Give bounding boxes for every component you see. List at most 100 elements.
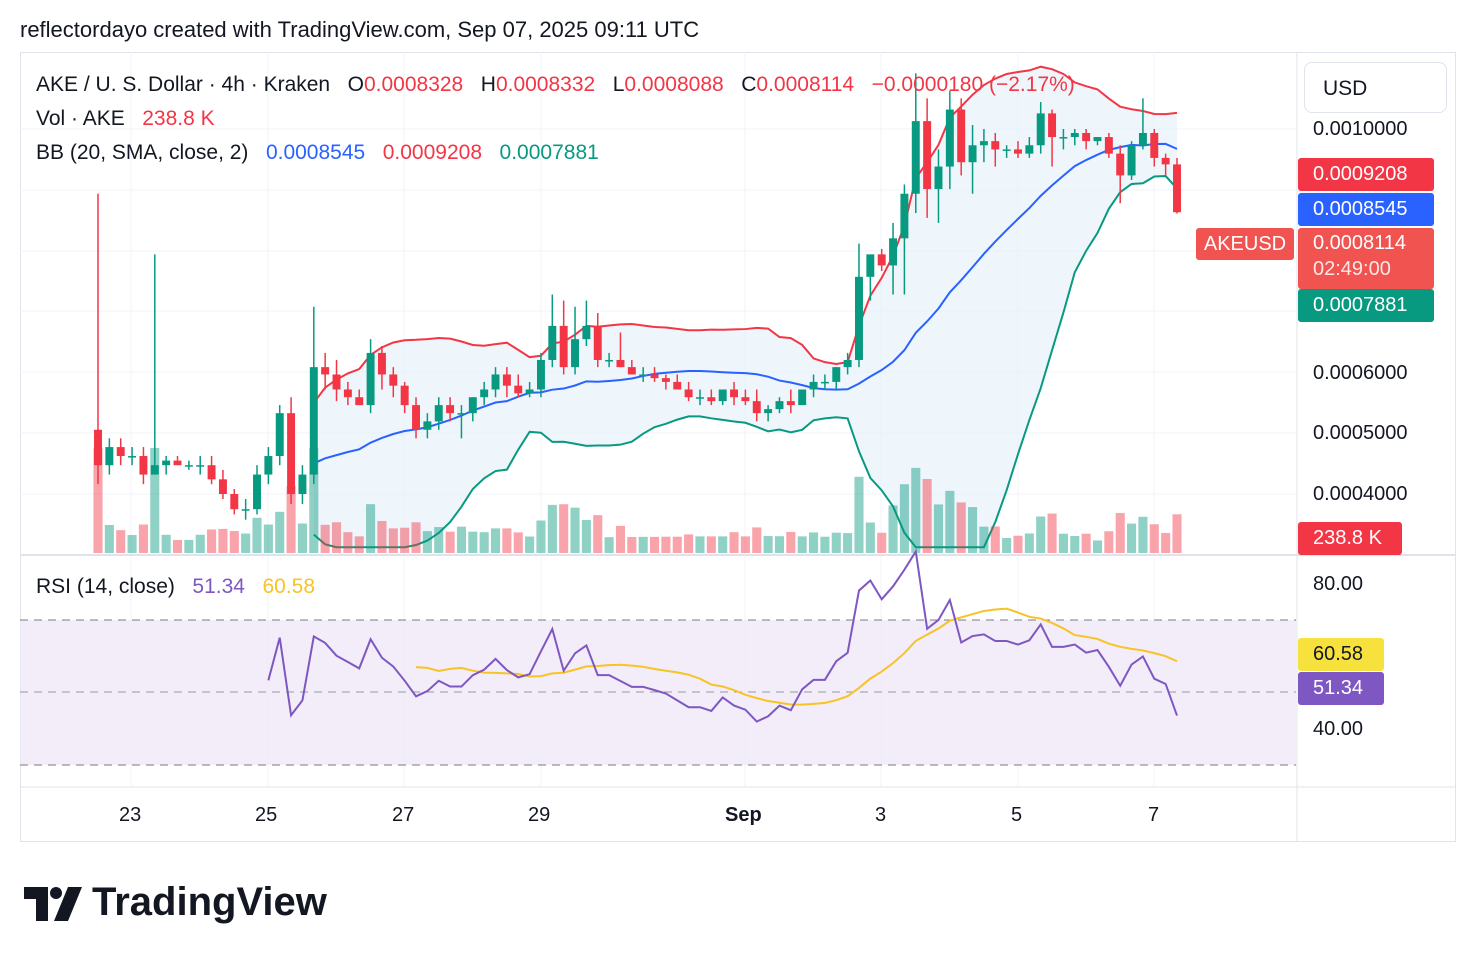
volume-bar <box>877 532 887 553</box>
volume-bar <box>820 536 830 553</box>
candle-body <box>491 374 500 390</box>
candle-body <box>400 385 409 406</box>
volume-bar <box>297 523 307 553</box>
volume-bar <box>1104 531 1114 553</box>
candle-body <box>968 145 977 163</box>
volume-bar <box>422 531 432 553</box>
candle-body <box>650 374 659 379</box>
volume-bar <box>138 524 148 553</box>
volume-bar <box>104 524 114 553</box>
candle-body <box>707 397 716 402</box>
last-price-tag: 0.0008114 02:49:00 <box>1298 228 1434 289</box>
volume-bar <box>411 522 421 553</box>
candle-body <box>775 401 784 410</box>
tradingview-logo[interactable]: TradingView <box>24 880 327 925</box>
rsi-legend[interactable]: RSI (14, close) 51.34 60.58 <box>36 575 315 599</box>
volume-bar <box>752 527 762 553</box>
candle-body <box>536 359 545 390</box>
tradingview-logo-icon <box>24 887 82 922</box>
volume-bar <box>1161 532 1171 553</box>
candle-body <box>695 397 704 399</box>
rsi-lines <box>267 548 1178 723</box>
currency-button[interactable]: USD <box>1304 62 1447 113</box>
time-label: 25 <box>255 804 278 826</box>
symbol-name[interactable]: AKE / U. S. Dollar · 4h · Kraken <box>36 73 331 96</box>
last-price: 0.0008114 <box>1313 232 1407 254</box>
volume-value: 238.8 K <box>142 107 215 130</box>
volume-bar <box>774 536 785 553</box>
candle-body <box>843 359 852 368</box>
candle-body <box>855 276 863 360</box>
volume-bar <box>979 526 989 553</box>
volume-bar <box>468 531 478 553</box>
candle-body <box>525 389 534 394</box>
volume-bar <box>161 534 171 553</box>
candle-body <box>1127 145 1136 176</box>
candle-body <box>184 465 193 467</box>
volume-bar <box>740 536 750 553</box>
high-value: 0.0008332 <box>495 73 596 96</box>
volume-bar <box>116 530 126 553</box>
price-tick: 0.0005000 <box>1313 422 1408 444</box>
ohlc-legend: AKE / U. S. Dollar · 4h · Kraken O0.0008… <box>36 73 1075 97</box>
volume-bar <box>888 505 898 553</box>
open-value: 0.0008328 <box>363 73 464 96</box>
volume-bar <box>729 532 739 553</box>
candle-body <box>275 413 284 457</box>
candle-body <box>627 367 636 375</box>
candle-body <box>900 193 909 239</box>
candle-body <box>1036 113 1045 146</box>
volume-bar <box>490 528 501 553</box>
volume-bar <box>127 534 137 553</box>
candle-body <box>480 389 489 398</box>
candle-body <box>957 109 966 163</box>
volume-bar <box>854 476 864 553</box>
chart-frame <box>20 52 1456 842</box>
volume-legend[interactable]: Vol · AKE 238.8 K <box>36 107 215 131</box>
volume-bar <box>593 515 603 553</box>
volume-bar <box>695 536 705 553</box>
volume-bar <box>615 525 626 553</box>
volume-bar <box>547 504 557 553</box>
rsi-line <box>267 548 1178 723</box>
bb-basis-line <box>313 142 1178 465</box>
volume-bar <box>661 536 671 553</box>
candle-body <box>116 447 125 457</box>
low-label: L <box>612 73 625 96</box>
volume-bar <box>968 507 978 553</box>
candle-body <box>548 325 557 360</box>
volume-bar <box>581 519 591 553</box>
high-label: H <box>480 73 496 96</box>
candle-body <box>412 405 420 430</box>
candle-body <box>139 456 148 475</box>
candle-body <box>752 401 761 414</box>
volume-bar <box>797 536 807 553</box>
candle-body <box>832 367 841 382</box>
candle-body <box>1048 113 1057 138</box>
candle-body <box>1025 145 1034 154</box>
candle-body <box>502 374 511 386</box>
candle-body <box>923 121 932 190</box>
volume-bar <box>672 536 682 553</box>
candle-body <box>991 141 1000 150</box>
volume-bar <box>275 511 285 553</box>
time-label: 27 <box>392 804 415 826</box>
time-label: 7 <box>1148 804 1160 826</box>
volume-bar <box>536 520 546 553</box>
bb-legend[interactable]: BB (20, SMA, close, 2) 0.0008545 0.00092… <box>36 141 599 165</box>
bb-basis-value: 0.0008545 <box>265 141 366 164</box>
rsi-tick: 80.00 <box>1313 573 1364 595</box>
volume-bar <box>263 524 273 553</box>
candle-body <box>253 474 261 510</box>
candle-body <box>105 447 114 466</box>
bb-upper-value: 0.0009208 <box>382 141 483 164</box>
volume-bar <box>899 484 909 553</box>
volume-bar <box>990 526 1000 553</box>
volume-bar <box>93 448 103 553</box>
candle-body <box>162 460 171 466</box>
candle-body <box>389 374 398 386</box>
candle-body <box>1014 149 1022 154</box>
volume-bar <box>377 520 387 553</box>
candle-body <box>571 339 580 368</box>
